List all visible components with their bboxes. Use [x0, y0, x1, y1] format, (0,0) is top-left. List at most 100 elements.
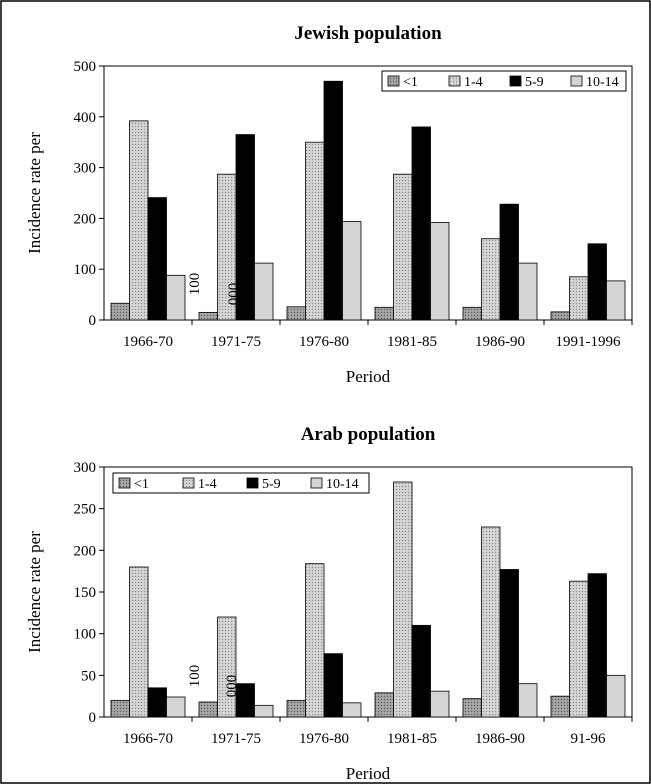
bar	[569, 276, 589, 321]
bar	[198, 701, 218, 718]
y-tick-label: 200	[74, 211, 97, 227]
bar	[198, 311, 218, 321]
stray-label: 100	[187, 665, 203, 688]
chart-jewish-population: Jewish population 0 100 200 300 400 500 1966-70…	[25, 23, 633, 386]
bar	[462, 306, 482, 321]
x-tick-label: 1966-70	[123, 731, 173, 747]
y-tick-label: 500	[74, 59, 97, 75]
y-tick-label: 300	[74, 161, 97, 177]
bar	[430, 690, 450, 718]
y-tick-label: 100	[74, 262, 97, 278]
bar	[518, 683, 538, 718]
legend-box	[112, 472, 370, 494]
legend-label: <1	[403, 75, 418, 90]
y-tick-label: 200	[74, 543, 97, 559]
bar	[217, 616, 237, 718]
bar	[393, 173, 413, 321]
bar	[342, 702, 362, 718]
y-tick-label: 250	[74, 502, 97, 518]
chart-title: Arab population	[301, 424, 436, 445]
bar	[342, 221, 362, 321]
stray-label: 100	[187, 273, 203, 296]
x-tick-label: 1971-75	[211, 334, 261, 350]
bar	[110, 302, 130, 321]
legend-label: 10-14	[586, 75, 619, 90]
bar	[374, 692, 394, 718]
bar	[550, 695, 570, 718]
bar	[569, 580, 589, 718]
bar	[254, 704, 274, 718]
y-tick-label: 400	[74, 110, 97, 126]
bar	[129, 566, 149, 718]
y-tick-label: 0	[89, 710, 97, 726]
y-axis-label: Incidence rate per	[25, 531, 44, 653]
bar	[499, 569, 519, 718]
x-tick-label: 1981-85	[387, 731, 437, 747]
x-tick-label: 1986-90	[475, 334, 525, 350]
x-tick-label: 1981-85	[387, 334, 437, 350]
x-tick-label: 1971-75	[211, 731, 261, 747]
bar	[305, 141, 325, 321]
bar	[606, 674, 626, 718]
legend-label: <1	[134, 477, 149, 492]
legend-swatch	[246, 477, 259, 489]
legend-swatch	[387, 75, 400, 87]
legend-swatch	[570, 75, 583, 87]
legend-label: 1-4	[198, 477, 217, 492]
bar	[481, 526, 501, 718]
x-tick-label: 1991-1996	[556, 334, 621, 350]
legend-label: 5-9	[262, 477, 281, 492]
bar	[462, 698, 482, 718]
bar	[147, 687, 167, 718]
y-axis-label: Incidence rate per	[25, 132, 44, 254]
bar	[129, 120, 149, 321]
legend-label: 5-9	[525, 75, 544, 90]
bar	[166, 274, 186, 321]
bar	[606, 280, 626, 321]
x-tick-label: 91-96	[571, 731, 606, 747]
y-tick-label: 150	[74, 585, 97, 601]
stray-label: 000	[226, 283, 242, 306]
bar	[411, 624, 431, 718]
bar	[254, 262, 274, 321]
legend-label: 1-4	[464, 75, 483, 90]
y-tick-label: 100	[74, 627, 97, 643]
x-tick-label: 1976-80	[299, 731, 349, 747]
stray-label: 000	[224, 675, 240, 698]
x-tick-label: 1966-70	[123, 334, 173, 350]
bar	[305, 563, 325, 718]
bar	[235, 683, 255, 718]
legend-swatch	[118, 477, 131, 489]
bar	[411, 126, 431, 321]
legend-box	[381, 70, 627, 92]
bar	[587, 573, 607, 718]
x-axis-label: Period	[346, 367, 391, 386]
bar	[286, 306, 306, 321]
bar	[323, 653, 343, 718]
bar	[430, 222, 450, 321]
legend-swatch	[448, 75, 461, 87]
bar	[499, 203, 519, 321]
legend-swatch	[509, 75, 522, 87]
y-tick-label: 300	[74, 460, 97, 476]
x-tick-label: 1986-90	[475, 731, 525, 747]
bar	[286, 699, 306, 718]
bar	[110, 699, 130, 718]
bar	[393, 481, 413, 718]
x-axis-label: Period	[346, 764, 391, 783]
bar	[323, 80, 343, 321]
bar	[166, 696, 186, 718]
bar	[481, 238, 501, 321]
legend-swatch	[310, 477, 323, 489]
bar	[147, 197, 167, 321]
y-tick-label: 50	[81, 668, 96, 684]
bar	[518, 262, 538, 321]
y-tick-label: 0	[89, 313, 97, 329]
bar	[550, 311, 570, 321]
bar	[235, 134, 255, 321]
legend-label: 10-14	[326, 477, 359, 492]
legend-swatch	[182, 477, 195, 489]
x-tick-label: 1976-80	[299, 334, 349, 350]
chart-arab-population: Arab population 0 50 100 150 200 250 300 1966-70…	[25, 424, 633, 783]
